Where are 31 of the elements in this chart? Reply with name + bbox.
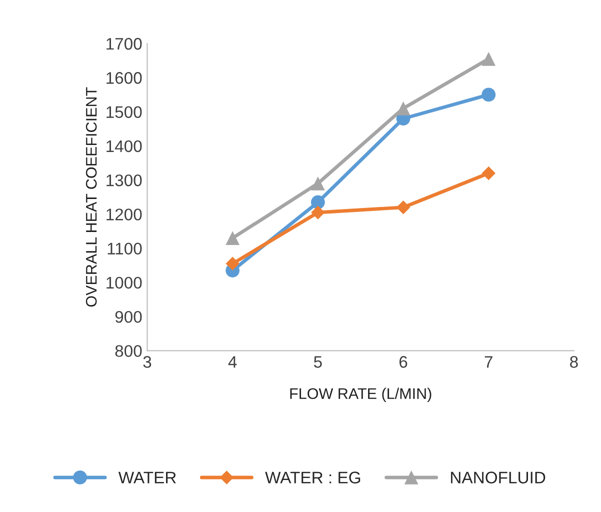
legend-label: WATER : EG bbox=[265, 472, 360, 484]
point bbox=[482, 52, 496, 66]
y-tick-label: 1100 bbox=[108, 242, 142, 255]
point bbox=[311, 206, 325, 220]
y-tick-label: 1300 bbox=[106, 174, 142, 186]
point bbox=[396, 200, 410, 214]
point bbox=[310, 195, 325, 210]
x-tick-label: 5 bbox=[314, 356, 322, 368]
y-tick-label: 900 bbox=[115, 310, 142, 323]
point bbox=[226, 231, 240, 246]
y-tick-label: 1200 bbox=[106, 208, 142, 220]
x-axis-title: FLOW RATE (L/MIN) bbox=[290, 388, 432, 402]
y-axis-title: OVERALL HEAT COEEFICIENT bbox=[86, 87, 97, 307]
y-tick-label: 1400 bbox=[106, 140, 142, 152]
point bbox=[482, 166, 496, 180]
x-tick-label: 3 bbox=[143, 356, 152, 368]
x-tick-label: 4 bbox=[228, 356, 237, 368]
y-tick-label: 1700 bbox=[106, 38, 142, 50]
x-tick-label: 8 bbox=[570, 356, 578, 368]
y-tick-label: 1000 bbox=[106, 276, 142, 289]
point bbox=[482, 88, 496, 102]
x-tick-label: 7 bbox=[484, 356, 492, 368]
y-tick-label: 1600 bbox=[106, 72, 142, 84]
legend-label: WATER bbox=[118, 472, 176, 484]
y-tick-label: 800 bbox=[115, 345, 142, 357]
y-tick-label: 1500 bbox=[106, 106, 142, 118]
x-tick-label: 6 bbox=[399, 356, 408, 368]
legend-label: NANOFLUID bbox=[451, 472, 546, 484]
point bbox=[226, 256, 240, 271]
point bbox=[396, 101, 410, 116]
point bbox=[310, 176, 325, 190]
